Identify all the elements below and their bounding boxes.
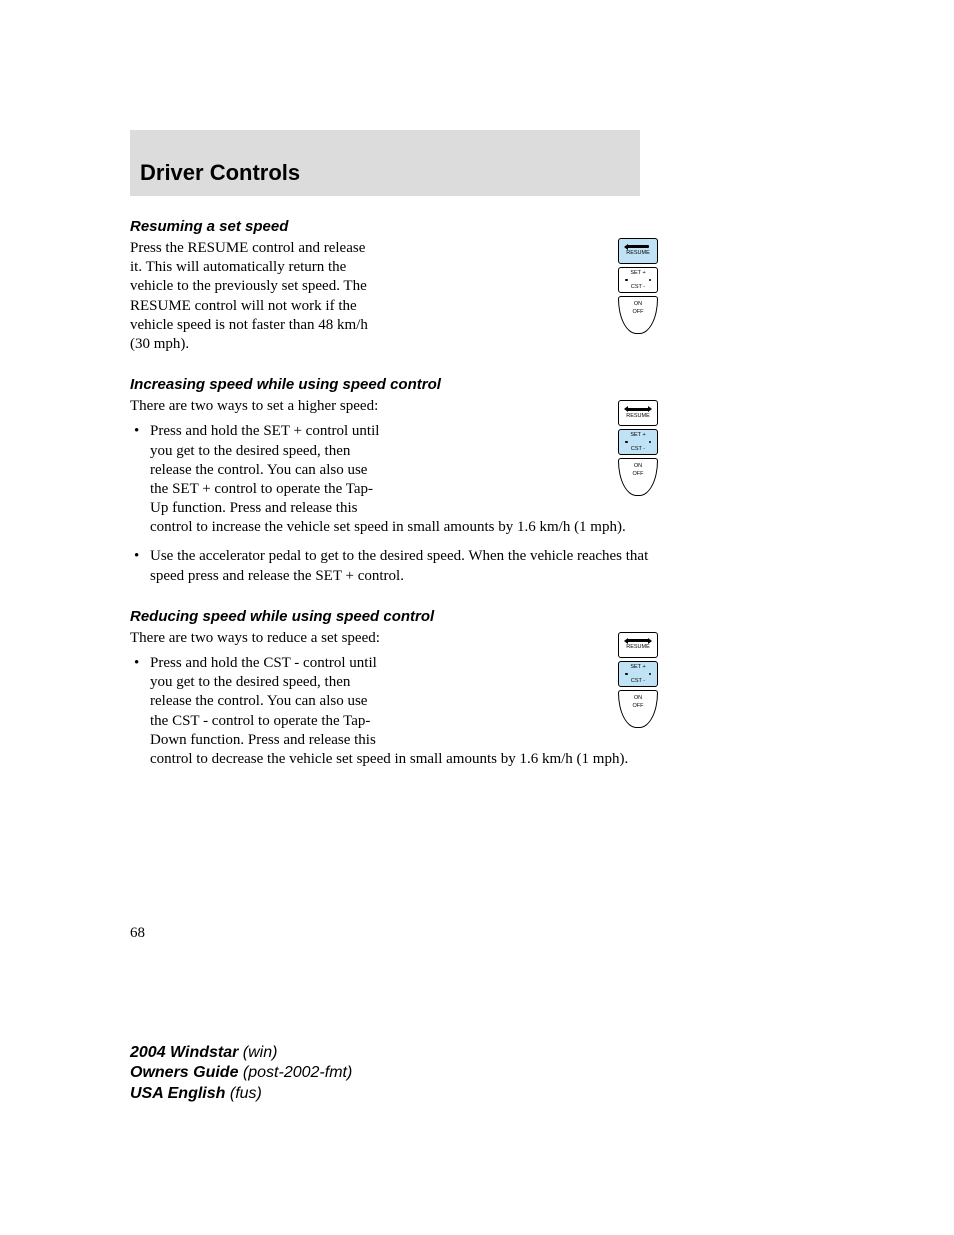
footer-line: USA English (fus)	[130, 1084, 352, 1104]
list-text-rest: control to increase the vehicle set spee…	[150, 519, 626, 535]
remote-resume-button: RESUME	[618, 400, 658, 426]
document-page: Driver Controls Resuming a set speed Pre…	[0, 0, 954, 1235]
list-item: Press and hold the CST - control until y…	[148, 654, 680, 769]
content-column: Resuming a set speed Press the RESUME co…	[130, 196, 680, 769]
footer-block: 2004 Windstar (win) Owners Guide (post-2…	[130, 1043, 352, 1104]
remote-resume-label: RESUME	[626, 250, 650, 256]
footer-italic: (post-2002-fmt)	[243, 1064, 352, 1081]
subheading: Resuming a set speed	[130, 218, 680, 235]
remote-diagram: RESUME SET + CST - ON OFF	[614, 632, 662, 728]
remote-diagram: RESUME SET + CST - ON OFF	[614, 400, 662, 496]
section-increasing: Increasing speed while using speed contr…	[130, 376, 680, 586]
remote-on-label: ON	[634, 301, 642, 307]
section-header-band: Driver Controls	[130, 130, 640, 196]
remote-on-off-button: ON OFF	[618, 296, 658, 334]
remote-set-cst-button: SET + CST -	[618, 661, 658, 687]
footer-italic: (fus)	[230, 1085, 262, 1102]
bullet-list: Press and hold the SET + control until y…	[130, 422, 680, 586]
dot-icon	[649, 279, 652, 282]
footer-line: 2004 Windstar (win)	[130, 1043, 352, 1063]
list-text-lead: Press and hold the CST - control until y…	[150, 654, 382, 750]
remote-resume-button: RESUME	[618, 238, 658, 264]
footer-bold: USA English	[130, 1085, 230, 1102]
footer-italic: (win)	[243, 1044, 278, 1061]
remote-cst-label: CST -	[619, 678, 657, 684]
remote-on-off-button: ON OFF	[618, 458, 658, 496]
arrow-icon	[627, 408, 649, 411]
list-text-rest: control to decrease the vehicle set spee…	[150, 751, 628, 767]
list-item: Press and hold the SET + control until y…	[148, 422, 680, 537]
subheading: Reducing speed while using speed control	[130, 608, 680, 625]
list-item: Use the accelerator pedal to get to the …	[148, 547, 680, 585]
dot-icon	[625, 673, 628, 676]
body-paragraph: Press the RESUME control and release it.…	[130, 239, 380, 354]
remote-resume-button: RESUME	[618, 632, 658, 658]
remote-set-cst-button: SET + CST -	[618, 267, 658, 293]
remote-resume-label: RESUME	[626, 413, 650, 419]
remote-on-label: ON	[634, 695, 642, 701]
arrow-icon	[627, 639, 649, 642]
remote-on-off-button: ON OFF	[618, 690, 658, 728]
remote-off-label: OFF	[633, 471, 644, 477]
remote-on-label: ON	[634, 463, 642, 469]
bullet-list: Press and hold the CST - control until y…	[130, 654, 680, 769]
remote-diagram: RESUME SET + CST - ON OFF	[614, 238, 662, 334]
section-reducing: Reducing speed while using speed control…	[130, 608, 680, 769]
remote-set-label: SET +	[619, 270, 657, 276]
remote-cst-label: CST -	[619, 446, 657, 452]
footer-line: Owners Guide (post-2002-fmt)	[130, 1063, 352, 1083]
body-paragraph: There are two ways to set a higher speed…	[130, 397, 380, 416]
arrow-icon	[627, 245, 649, 248]
remote-off-label: OFF	[633, 703, 644, 709]
remote-set-label: SET +	[619, 664, 657, 670]
remote-resume-label: RESUME	[626, 644, 650, 650]
subheading: Increasing speed while using speed contr…	[130, 376, 680, 393]
list-text-lead: Press and hold the SET + control until y…	[150, 422, 382, 518]
remote-set-label: SET +	[619, 432, 657, 438]
dot-icon	[649, 441, 652, 444]
dot-icon	[625, 441, 628, 444]
remote-off-label: OFF	[633, 309, 644, 315]
remote-cst-label: CST -	[619, 284, 657, 290]
section-resuming: Resuming a set speed Press the RESUME co…	[130, 218, 680, 354]
footer-bold: 2004 Windstar	[130, 1044, 243, 1061]
body-paragraph: There are two ways to reduce a set speed…	[130, 629, 380, 648]
page-title: Driver Controls	[140, 160, 300, 186]
footer-bold: Owners Guide	[130, 1064, 243, 1081]
remote-set-cst-button: SET + CST -	[618, 429, 658, 455]
dot-icon	[625, 279, 628, 282]
dot-icon	[649, 673, 652, 676]
page-number: 68	[130, 925, 145, 942]
